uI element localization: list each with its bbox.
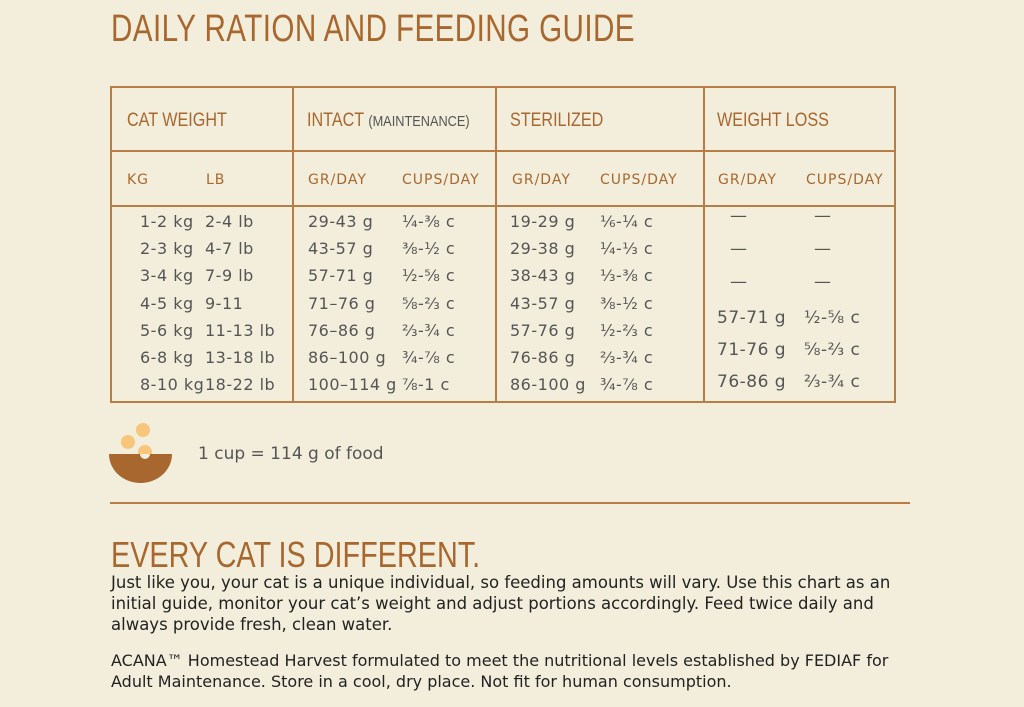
cell-ig: 71–76 g — [308, 293, 376, 313]
cell-kg: 5-6 kg — [140, 320, 194, 340]
bowl-icon — [108, 420, 174, 484]
cell-sg: 76-86 g — [510, 348, 576, 367]
cell-sc: ⅜-½ c — [600, 293, 654, 313]
cell-ic: ¾-⅞ c — [402, 348, 456, 367]
subheader-cups: CUPS/DAY — [806, 172, 884, 188]
cell-lb: 11-13 lb — [205, 320, 276, 340]
cell-wc: — — [814, 272, 832, 292]
cell-lb: 7-9 lb — [205, 266, 254, 286]
cell-ic: ¼-⅜ c — [402, 212, 456, 231]
subheader-cups: CUPS/DAY — [402, 172, 480, 188]
subheader-cups: CUPS/DAY — [600, 172, 678, 188]
divider — [112, 205, 894, 207]
cell-wg: — — [730, 272, 748, 292]
cell-wg: 57-71 g — [717, 308, 787, 328]
cell-wg: 71-76 g — [717, 340, 787, 360]
cell-kg: 2-3 kg — [140, 239, 194, 259]
feeding-table: CAT WEIGHT INTACT (MAINTENANCE) STERILIZ… — [110, 86, 896, 403]
cell-ig: 57-71 g — [308, 266, 374, 286]
cell-sg: 29-38 g — [510, 239, 576, 259]
cell-sc: ¼-⅓ c — [600, 239, 654, 259]
cell-kg: 1-2 kg — [140, 212, 194, 231]
cell-sg: 43-57 g — [510, 293, 576, 313]
cell-lb: 9-11 — [205, 293, 244, 313]
cell-ig: 76–86 g — [308, 320, 376, 340]
description-paragraph: Just like you, your cat is a unique indi… — [111, 573, 891, 634]
cup-conversion-note: 1 cup = 114 g of food — [198, 444, 384, 464]
subheader-kg: KG — [127, 172, 150, 188]
cell-sc: ⅔-¾ c — [600, 348, 654, 367]
cell-wc: ⅝-⅔ c — [804, 340, 861, 360]
divider — [112, 150, 894, 152]
page-title: DAILY RATION AND FEEDING GUIDE — [111, 8, 635, 50]
cell-wg: — — [730, 239, 748, 259]
cell-sg: 86-100 g — [510, 375, 586, 395]
subheader-gr: GR/DAY — [718, 172, 777, 188]
cell-ic: ⅝-⅔ c — [402, 293, 456, 313]
header-intact: INTACT (MAINTENANCE) — [307, 110, 470, 131]
cell-ig: 29-43 g — [308, 212, 374, 231]
cell-ic: ⅞-1 c — [402, 375, 450, 395]
section-heading: EVERY CAT IS DIFFERENT. — [111, 534, 481, 575]
cell-ig: 86–100 g — [308, 348, 387, 367]
header-sterilized: STERILIZED — [510, 110, 604, 131]
subheader-gr: GR/DAY — [308, 172, 367, 188]
header-cat-weight: CAT WEIGHT — [127, 110, 227, 131]
cell-kg: 8-10 kg — [140, 375, 205, 395]
divider — [703, 88, 705, 401]
cell-lb: 4-7 lb — [205, 239, 254, 259]
cell-ic: ½-⅝ c — [402, 266, 456, 286]
cell-sc: ⅓-⅜ c — [600, 266, 654, 286]
subheader-gr: GR/DAY — [512, 172, 571, 188]
cell-ig: 100–114 g — [308, 375, 397, 395]
subheader-lb: LB — [206, 172, 226, 188]
product-note: ACANA™ Homestead Harvest formulated to m… — [111, 651, 889, 691]
divider — [110, 502, 910, 504]
cell-sg: 57-76 g — [510, 320, 576, 340]
cell-kg: 6-8 kg — [140, 348, 194, 367]
cell-lb: 13-18 lb — [205, 348, 276, 367]
cell-lb: 18-22 lb — [205, 375, 276, 395]
divider — [495, 88, 497, 401]
cell-wc: ½-⅝ c — [804, 308, 861, 328]
cell-wc: — — [814, 239, 832, 259]
cell-lb: 2-4 lb — [205, 212, 254, 231]
header-weight-loss: WEIGHT LOSS — [717, 110, 829, 131]
cell-wg: 76-86 g — [717, 372, 787, 392]
cell-kg: 3-4 kg — [140, 266, 194, 286]
cell-kg: 4-5 kg — [140, 293, 194, 313]
cell-sc: ¾-⅞ c — [600, 375, 654, 395]
cell-ig: 43-57 g — [308, 239, 374, 259]
cell-sg: 19-29 g — [510, 212, 576, 231]
cell-wc: ⅔-¾ c — [804, 372, 861, 392]
cell-sc: ½-⅔ c — [600, 320, 654, 340]
cell-wg: — — [730, 206, 748, 226]
cell-ic: ⅜-½ c — [402, 239, 456, 259]
cell-wc: — — [814, 206, 832, 226]
cell-ic: ⅔-¾ c — [402, 320, 456, 340]
cell-sg: 38-43 g — [510, 266, 576, 286]
divider — [292, 88, 294, 401]
cell-sc: ⅙-¼ c — [600, 212, 654, 231]
